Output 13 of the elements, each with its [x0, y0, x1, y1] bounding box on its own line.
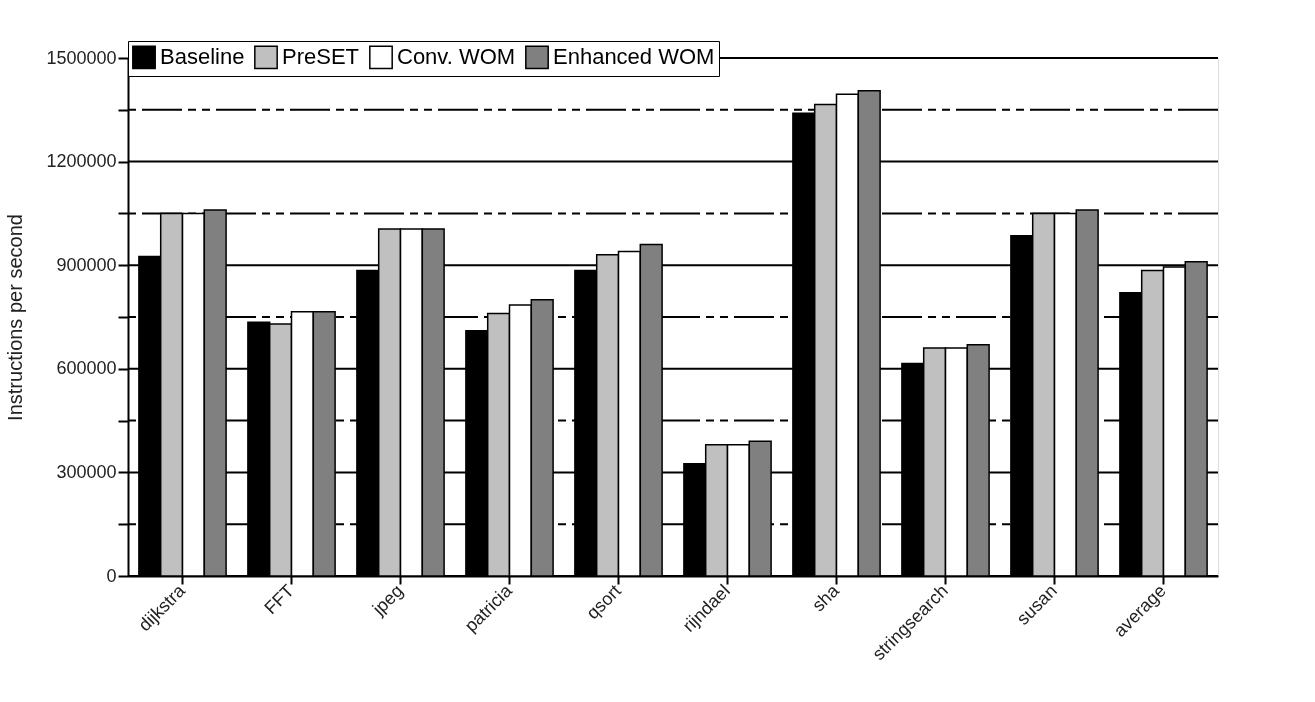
- y-tick-label: 600000: [56, 358, 117, 379]
- legend-label: Baseline: [160, 44, 245, 70]
- y-tick-label: 1200000: [46, 151, 117, 172]
- x-tick-label: sha: [808, 580, 844, 616]
- y-tick-label: 0: [106, 565, 117, 586]
- y-tick-label: 900000: [56, 254, 117, 275]
- y-tick-label: 1500000: [46, 47, 117, 68]
- y-axis-title: Instructions per second: [4, 214, 27, 421]
- legend-label: Conv. WOM: [397, 44, 516, 70]
- x-tick-label: FFT: [260, 580, 298, 619]
- legend-label: PreSET: [282, 44, 360, 70]
- legend-label: Enhanced WOM: [553, 44, 715, 70]
- y-tick-label: 300000: [56, 461, 117, 482]
